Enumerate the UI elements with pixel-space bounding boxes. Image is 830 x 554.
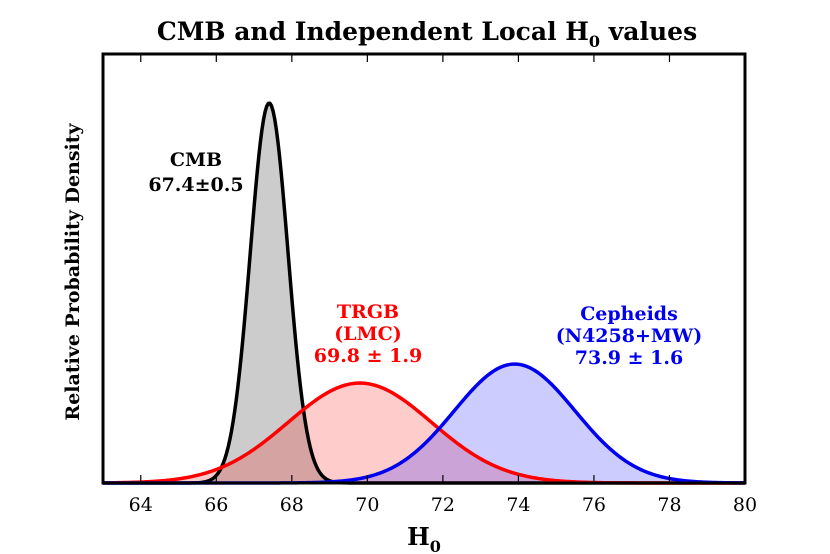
trgb-annotation-line: (LMC) <box>334 323 402 345</box>
x-axis-label-subscript: 0 <box>430 537 441 554</box>
x-tick-label: 74 <box>506 494 530 516</box>
plot-frame <box>101 52 747 485</box>
trgb-annotation-line: TRGB <box>337 301 399 323</box>
y-axis-label: Relative Probability Density <box>62 122 84 420</box>
cepheids-annotation-line: (N4258+MW) <box>556 325 703 347</box>
cmb-annotation-line: 67.4±0.5 <box>148 174 243 196</box>
x-tick-label: 72 <box>431 494 455 516</box>
cepheids-annotation-line: Cepheids <box>580 303 678 325</box>
distribution-fills <box>103 103 745 484</box>
x-axis-ticks: 64 66 68 70 72 74 76 78 80 <box>129 54 757 516</box>
annotations: CMB 67.4±0.5 TRGB(LMC)69.8 ± 1.9 Cepheids(N… <box>148 149 702 369</box>
x-tick-label: 76 <box>582 494 606 516</box>
cmb-fill <box>103 103 745 484</box>
x-tick-label: 80 <box>733 494 757 516</box>
cmb-annotation-line: CMB <box>170 149 222 171</box>
x-tick-label: 70 <box>355 494 379 516</box>
x-tick-label: 78 <box>657 494 681 516</box>
trgb-fill <box>103 383 745 483</box>
cepheids-fill <box>103 364 745 483</box>
cepheids-annotation-line: 73.9 ± 1.6 <box>575 347 683 369</box>
chart-title-tail: values <box>600 17 697 46</box>
chart-title-subscript: 0 <box>589 32 600 51</box>
cmb-annotation: CMB 67.4±0.5 <box>148 149 243 196</box>
x-axis-label-main: H <box>407 522 430 551</box>
x-tick-label: 66 <box>204 494 228 516</box>
trgb-annotation: TRGB(LMC)69.8 ± 1.9 <box>314 301 422 367</box>
x-axis-label: H0 <box>407 522 441 554</box>
x-tick-label: 68 <box>280 494 304 516</box>
trgb-annotation-line: 69.8 ± 1.9 <box>314 345 422 367</box>
cepheids-annotation: Cepheids(N4258+MW)73.9 ± 1.6 <box>556 303 703 369</box>
chart-title-main: CMB and Independent Local H <box>157 17 589 46</box>
chart-title: CMB and Independent Local H0 values <box>157 17 697 51</box>
x-tick-label: 64 <box>129 494 153 516</box>
